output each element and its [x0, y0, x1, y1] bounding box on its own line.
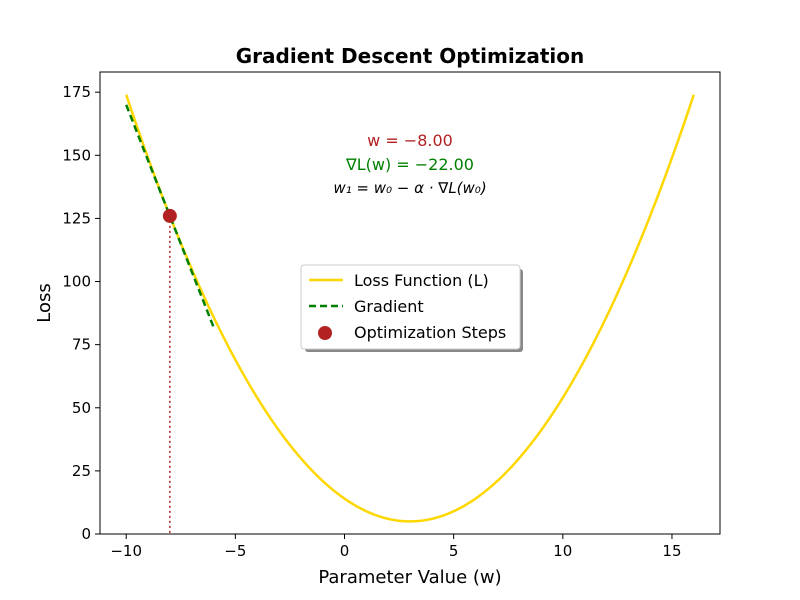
- x-tick-label: 15: [662, 542, 681, 560]
- legend-label-gradient: Gradient: [354, 297, 424, 316]
- legend-label-loss: Loss Function (L): [354, 271, 489, 290]
- y-tick-label: 50: [72, 399, 91, 417]
- chart-title: Gradient Descent Optimization: [236, 44, 585, 68]
- legend: Loss Function (L) Gradient Optimization …: [300, 264, 523, 352]
- annotation-current-w: w = −8.00: [367, 131, 453, 150]
- x-tick-label: −5: [224, 542, 246, 560]
- y-tick-label: 150: [62, 146, 91, 164]
- x-tick-label: −10: [110, 542, 142, 560]
- y-axis-label: Loss: [34, 283, 55, 322]
- loss-curve-line: [125, 94, 695, 523]
- legend-label-steps: Optimization Steps: [354, 323, 506, 342]
- plot-curves: [125, 94, 695, 523]
- y-tick-label: 25: [72, 462, 91, 480]
- y-tick-label: 125: [62, 209, 91, 227]
- x-tick-label: 10: [553, 542, 572, 560]
- y-axis-ticks: 0 25 50 75 100 125 150 175: [62, 83, 100, 543]
- y-tick-label: 175: [62, 83, 91, 101]
- legend-swatch-steps: [318, 326, 332, 340]
- x-axis-label: Parameter Value (w): [318, 567, 501, 588]
- y-tick-label: 75: [72, 336, 91, 354]
- plot-area-frame: [99, 71, 721, 535]
- annotation-update-rule: w₁ = w₀ − α · ∇L(w₀): [333, 179, 486, 197]
- plot-markers: [162, 208, 177, 534]
- x-tick-label: 5: [449, 542, 459, 560]
- x-axis-ticks: −10 −5 0 5 10 15: [110, 534, 682, 560]
- y-tick-label: 0: [81, 525, 91, 543]
- optimization-step-marker: [162, 208, 177, 223]
- y-tick-label: 100: [62, 273, 91, 291]
- gradient-line: [125, 104, 215, 328]
- x-tick-label: 0: [340, 542, 350, 560]
- annotation-gradient-value: ∇L(w) = −22.00: [345, 155, 474, 174]
- legend-box: [300, 264, 521, 350]
